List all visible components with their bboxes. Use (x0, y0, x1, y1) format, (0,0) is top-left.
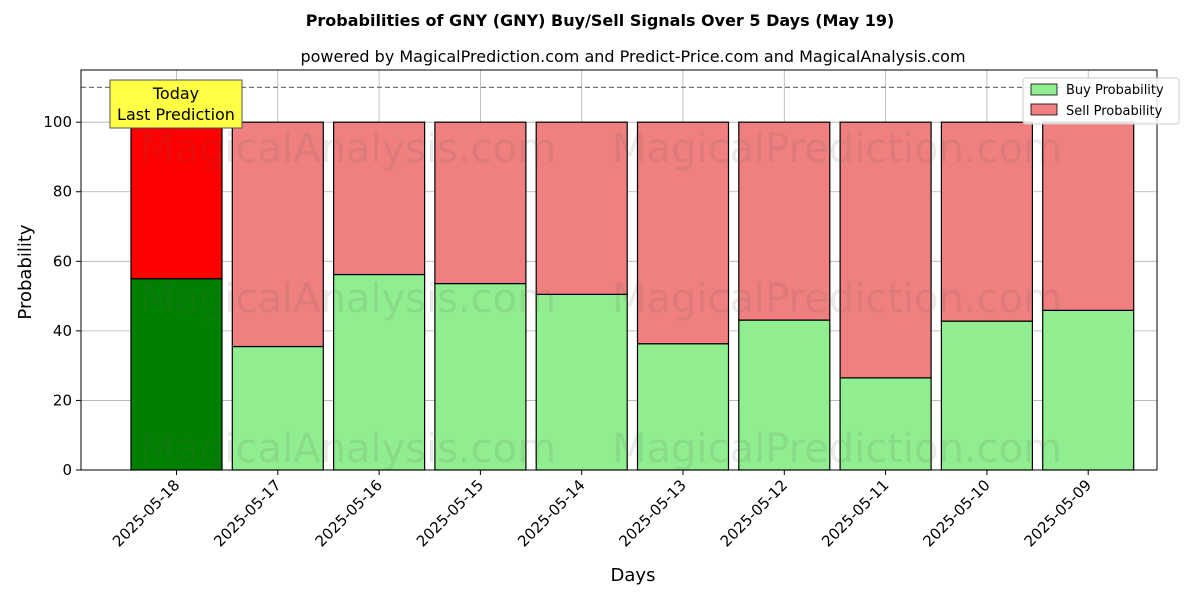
annotation-box: Today Last Prediction (109, 79, 243, 129)
y-tick-label: 0 (62, 461, 72, 479)
bar-buy (333, 273, 426, 471)
watermark-text: MagicalAnalysis.com (140, 126, 556, 172)
legend: Buy Probability Sell Probability (1022, 77, 1180, 125)
legend-swatch-buy (1030, 83, 1058, 96)
x-tick-label: 2025-05-12 (717, 476, 791, 550)
x-tick-label: 2025-05-14 (514, 476, 588, 550)
legend-label-sell: Sell Probability (1066, 104, 1163, 119)
bars (130, 121, 1135, 471)
y-axis: 0 20 40 60 80 100 (43, 113, 81, 479)
y-tick-label: 60 (53, 252, 72, 270)
x-tick-label: 2025-05-10 (919, 476, 993, 550)
bar-sell (636, 121, 730, 345)
bar-buy (940, 320, 1034, 471)
x-axis-label: Days (611, 565, 656, 586)
y-tick-label: 100 (43, 113, 72, 131)
x-tick-label: 2025-05-18 (109, 476, 183, 550)
annotation-line-2: Last Prediction (117, 105, 235, 124)
x-axis: 2025-05-18 2025-05-17 2025-05-16 2025-05-15… (109, 470, 1095, 550)
watermark-text: MagicalPrediction.com (612, 426, 1062, 472)
chart-subtitle: powered by MagicalPrediction.com and Pre… (300, 47, 965, 66)
bar-sell (333, 121, 426, 276)
x-tick-label: 2025-05-16 (312, 476, 386, 550)
watermark-text: MagicalPrediction.com (612, 276, 1062, 322)
legend-swatch-sell (1030, 103, 1058, 116)
bar-sell (940, 121, 1034, 322)
x-tick-label: 2025-05-13 (615, 476, 689, 550)
x-tick-label: 2025-05-15 (413, 476, 487, 550)
x-tick-label: 2025-05-17 (210, 476, 284, 550)
y-tick-label: 40 (53, 322, 72, 340)
x-tick-label: 2025-05-09 (1021, 476, 1095, 550)
bar-buy (130, 278, 223, 471)
y-tick-label: 80 (53, 183, 72, 201)
y-axis-label: Probability (15, 224, 36, 319)
bar-sell (231, 121, 324, 348)
watermarks: MagicalAnalysis.com MagicalPrediction.com… (140, 126, 1062, 472)
annotation-background (109, 79, 243, 129)
bar-sell (1042, 121, 1135, 311)
chart-title: Probabilities of GNY (GNY) Buy/Sell Sign… (306, 11, 895, 30)
bar-buy (1042, 309, 1135, 471)
bar-sell (839, 121, 932, 379)
bar-buy (839, 377, 932, 471)
watermark-text: MagicalAnalysis.com (140, 276, 556, 322)
bar-buy (434, 282, 527, 471)
x-tick-label: 2025-05-11 (818, 476, 892, 550)
bar-buy (738, 319, 831, 471)
bar-sell (434, 121, 527, 285)
legend-label-buy: Buy Probability (1066, 83, 1164, 98)
y-tick-label: 20 (53, 391, 72, 409)
bar-sell (535, 121, 628, 295)
annotation-line-1: Today (152, 84, 199, 103)
watermark-text: MagicalAnalysis.com (140, 426, 556, 472)
plot-frame (80, 69, 1158, 471)
bar-sell (130, 121, 223, 280)
bar-buy (636, 343, 730, 471)
watermark-text: MagicalPrediction.com (612, 126, 1062, 172)
legend-frame (1022, 77, 1180, 125)
bar-sell (738, 121, 831, 321)
bar-buy (535, 293, 628, 471)
